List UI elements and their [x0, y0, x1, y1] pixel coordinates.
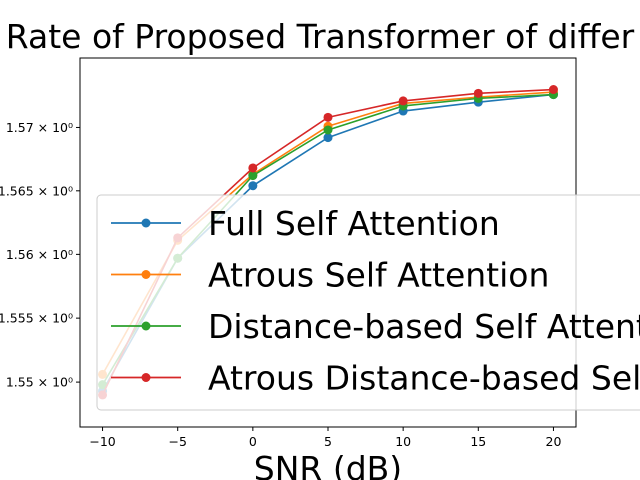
series-4-point [548, 85, 558, 95]
y-tick-label: 1.57 × 10⁰ [6, 120, 73, 135]
y-tick-label: 1.555 × 10⁰ [0, 311, 73, 326]
x-tick-label: −5 [168, 434, 186, 449]
y-tick-label: 1.55 × 10⁰ [6, 375, 73, 390]
y-tick-label: 1.565 × 10⁰ [0, 183, 73, 198]
legend: Full Self Attention Atrous Self Attention… [96, 194, 640, 411]
legend-label: Distance-based Self Attention [208, 307, 640, 346]
legend-marker [141, 270, 151, 279]
x-tick-label: 15 [470, 434, 486, 449]
series-4-point [473, 88, 483, 98]
x-tick-label: 0 [249, 434, 257, 449]
y-tick-label: 1.56 × 10⁰ [6, 247, 73, 262]
x-tick-label: −10 [89, 434, 115, 449]
x-tick-label: 20 [546, 434, 562, 449]
series-3-point [323, 125, 333, 135]
legend-marker [141, 373, 151, 382]
legend-label: Full Self Attention [208, 204, 500, 243]
legend-marker [141, 218, 151, 228]
legend-label: Atrous Self Attention [208, 256, 549, 295]
legend-label: Atrous Distance-based Self Attention [208, 359, 640, 398]
chart-title: Rate of Proposed Transformer of differ [6, 17, 635, 56]
x-tick-label: 10 [395, 434, 411, 449]
x-tick-label: 5 [324, 434, 332, 449]
legend-box [96, 194, 640, 411]
series-1-point [323, 133, 333, 143]
series-1-point [248, 181, 258, 191]
series-4-point [398, 96, 408, 106]
series-4-point [323, 112, 333, 122]
series-4-point [248, 163, 258, 173]
legend-marker [141, 321, 151, 331]
x-axis-label: SNR (dB) [254, 449, 402, 480]
series-3-point [248, 171, 258, 181]
